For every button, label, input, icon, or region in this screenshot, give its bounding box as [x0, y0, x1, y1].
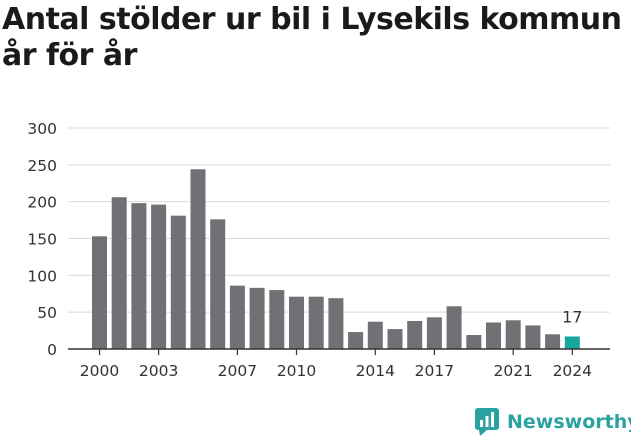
bar: [387, 329, 403, 349]
bar: [367, 321, 383, 349]
bar: [348, 332, 364, 349]
bar: [564, 336, 580, 349]
y-tick-label: 300: [27, 120, 57, 138]
bar: [269, 290, 285, 349]
bar: [210, 219, 226, 349]
bar: [249, 287, 265, 349]
bar: [525, 325, 541, 349]
x-tick-label: 2007: [218, 362, 257, 380]
bar: [426, 317, 442, 349]
bar: [151, 204, 167, 349]
chart-title-line-1: Antal stölder ur bil i Lysekils kommun: [2, 2, 622, 37]
y-tick-label: 100: [27, 267, 57, 285]
x-tick-label: 2024: [553, 362, 592, 380]
data-label: 17: [562, 307, 582, 326]
chart-title-line-2: år för år: [2, 38, 137, 73]
bar: [170, 215, 186, 349]
x-tick-label: 2014: [356, 362, 395, 380]
newsworthy-logo-text: Newsworthy: [507, 411, 631, 433]
y-tick-label: 0: [47, 341, 57, 359]
bar: [486, 322, 501, 349]
x-tick-label: 2010: [277, 362, 316, 380]
bar: [131, 203, 147, 349]
y-tick-label: 200: [27, 194, 57, 212]
bar: [407, 321, 423, 349]
x-tick-label: 2021: [493, 362, 532, 380]
bar: [92, 236, 107, 349]
bar: [111, 197, 127, 349]
bar: [289, 296, 304, 349]
bar: [308, 296, 324, 349]
newsworthy-logo-icon: [475, 408, 499, 436]
newsworthy-logo: Newsworthy: [475, 407, 631, 437]
chart-title: Antal stölder ur bil i Lysekils kommun å…: [2, 2, 622, 74]
bar: [446, 306, 462, 349]
y-tick-label: 250: [27, 157, 57, 175]
bar: [190, 169, 206, 349]
y-tick-label: 50: [37, 304, 57, 322]
x-tick-label: 2003: [139, 362, 178, 380]
bar: [505, 320, 521, 349]
bar: [229, 285, 245, 349]
bar: [328, 298, 344, 349]
x-tick-label: 2017: [415, 362, 454, 380]
x-tick-label: 2000: [80, 362, 119, 380]
bar: [466, 335, 482, 349]
y-tick-label: 150: [27, 231, 57, 249]
bar: [545, 334, 561, 349]
